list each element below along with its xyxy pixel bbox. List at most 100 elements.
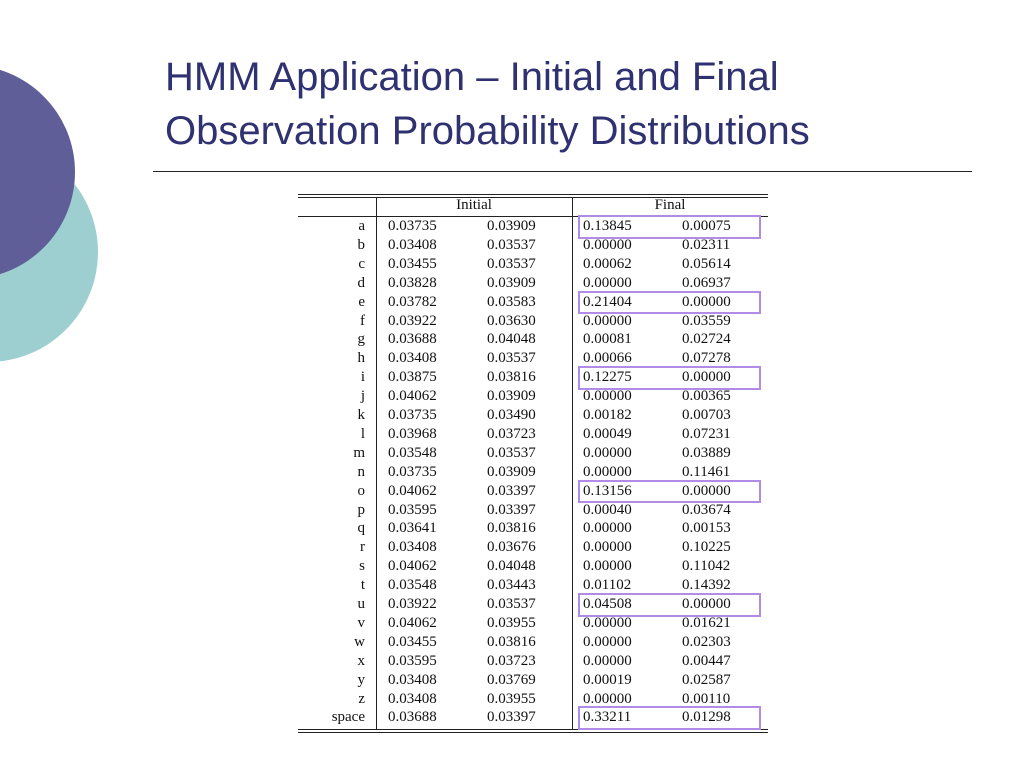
value-cell: 0.04508 <box>583 596 632 612</box>
table-rule <box>298 197 768 198</box>
value-cell: 0.00000 <box>682 293 731 310</box>
highlight-box <box>578 366 761 391</box>
value-cell: 0.00000 <box>583 652 632 669</box>
value-cell: 0.03595 <box>388 652 437 669</box>
value-cell: 0.00019 <box>583 671 632 688</box>
value-cell: 0.03583 <box>487 293 536 310</box>
highlight-box <box>578 706 761 731</box>
value-cell: 0.03676 <box>487 539 536 556</box>
value-cell: 0.03909 <box>487 274 536 291</box>
value-cell: 0.03688 <box>388 331 437 348</box>
row-label: a <box>358 218 365 234</box>
value-cell: 0.03490 <box>487 407 536 423</box>
group-header: Final <box>654 197 686 213</box>
row-label: h <box>357 350 366 367</box>
row-label: d <box>357 274 366 291</box>
value-cell: 0.03408 <box>388 236 437 253</box>
row-label: j <box>360 388 365 405</box>
value-cell: 0.02724 <box>682 331 731 348</box>
value-cell: 0.11461 <box>682 463 731 480</box>
column-rule <box>376 197 377 730</box>
value-cell: 0.04062 <box>388 388 437 405</box>
row-label: x <box>357 652 366 669</box>
table-rule <box>298 216 768 217</box>
value-cell: 0.03922 <box>388 596 437 612</box>
value-cell: 0.13845 <box>583 218 632 234</box>
highlight-box <box>578 290 761 315</box>
row-label: z <box>358 690 365 707</box>
value-cell: 0.13156 <box>583 482 632 499</box>
value-cell: 0.03968 <box>388 425 437 442</box>
title-line: HMM Application – Initial and Final <box>165 55 779 99</box>
row-label: s <box>359 558 365 575</box>
value-cell: 0.03816 <box>487 520 536 537</box>
value-cell: 0.00000 <box>583 690 632 707</box>
value-cell: 0.03595 <box>388 501 437 518</box>
row-label: c <box>358 255 365 272</box>
value-cell: 0.03537 <box>487 444 536 461</box>
value-cell: 0.03875 <box>388 369 437 386</box>
table-rule <box>298 732 768 734</box>
highlight-box <box>578 593 761 617</box>
row-label: t <box>360 577 365 594</box>
value-cell: 0.00040 <box>583 501 632 518</box>
highlight-box <box>578 215 761 239</box>
value-cell: 0.05614 <box>682 255 731 272</box>
row-label: u <box>357 596 366 612</box>
value-cell: 0.03455 <box>388 633 437 650</box>
value-cell: 0.00075 <box>682 218 731 234</box>
highlight-box <box>578 479 761 504</box>
value-cell: 0.03909 <box>487 388 536 405</box>
value-cell: 0.00000 <box>583 236 632 253</box>
value-cell: 0.06937 <box>682 274 731 291</box>
value-cell: 0.03630 <box>487 312 536 329</box>
value-cell: 0.07231 <box>682 425 731 442</box>
value-cell: 0.00153 <box>682 520 731 537</box>
group-header: Initial <box>456 197 492 213</box>
value-cell: 0.03408 <box>388 539 437 556</box>
value-cell: 0.10225 <box>682 539 731 556</box>
value-cell: 0.03723 <box>487 425 536 442</box>
column-rule <box>572 197 573 730</box>
row-label: y <box>357 671 366 688</box>
row-label: i <box>360 369 365 386</box>
value-cell: 0.00000 <box>682 482 731 499</box>
value-cell: 0.07278 <box>682 350 731 367</box>
value-cell: 0.03408 <box>388 350 437 367</box>
row-label: p <box>357 501 366 518</box>
value-cell: 0.03909 <box>487 463 536 480</box>
row-label: w <box>354 633 365 650</box>
value-cell: 0.00000 <box>682 369 731 386</box>
value-cell: 0.00066 <box>583 350 632 367</box>
value-cell: 0.00081 <box>583 331 632 348</box>
value-cell: 0.01298 <box>682 709 731 726</box>
value-cell: 0.21404 <box>583 293 632 310</box>
value-cell: 0.04062 <box>388 558 437 575</box>
value-cell: 0.03674 <box>682 501 731 518</box>
row-label: r <box>360 539 365 556</box>
row-label: l <box>360 425 365 442</box>
value-cell: 0.00062 <box>583 255 632 272</box>
title-line: Observation Probability Distributions <box>165 109 810 153</box>
value-cell: 0.03537 <box>487 255 536 272</box>
value-cell: 0.00000 <box>583 388 632 405</box>
value-cell: 0.00049 <box>583 425 632 442</box>
value-cell: 0.03955 <box>487 690 536 707</box>
value-cell: 0.04062 <box>388 482 437 499</box>
value-cell: 0.03688 <box>388 709 437 726</box>
value-cell: 0.00000 <box>583 444 632 461</box>
row-label: e <box>358 293 365 310</box>
value-cell: 0.03816 <box>487 369 536 386</box>
value-cell: 0.03909 <box>487 218 536 234</box>
value-cell: 0.03922 <box>388 312 437 329</box>
row-label: q <box>357 520 366 537</box>
value-cell: 0.00000 <box>583 633 632 650</box>
value-cell: 0.04048 <box>487 558 536 575</box>
value-cell: 0.03641 <box>388 520 437 537</box>
value-cell: 0.03443 <box>487 577 536 594</box>
value-cell: 0.03397 <box>487 709 536 726</box>
value-cell: 0.33211 <box>583 709 632 726</box>
value-cell: 0.03769 <box>487 671 536 688</box>
row-label: o <box>357 482 366 499</box>
value-cell: 0.03408 <box>388 690 437 707</box>
